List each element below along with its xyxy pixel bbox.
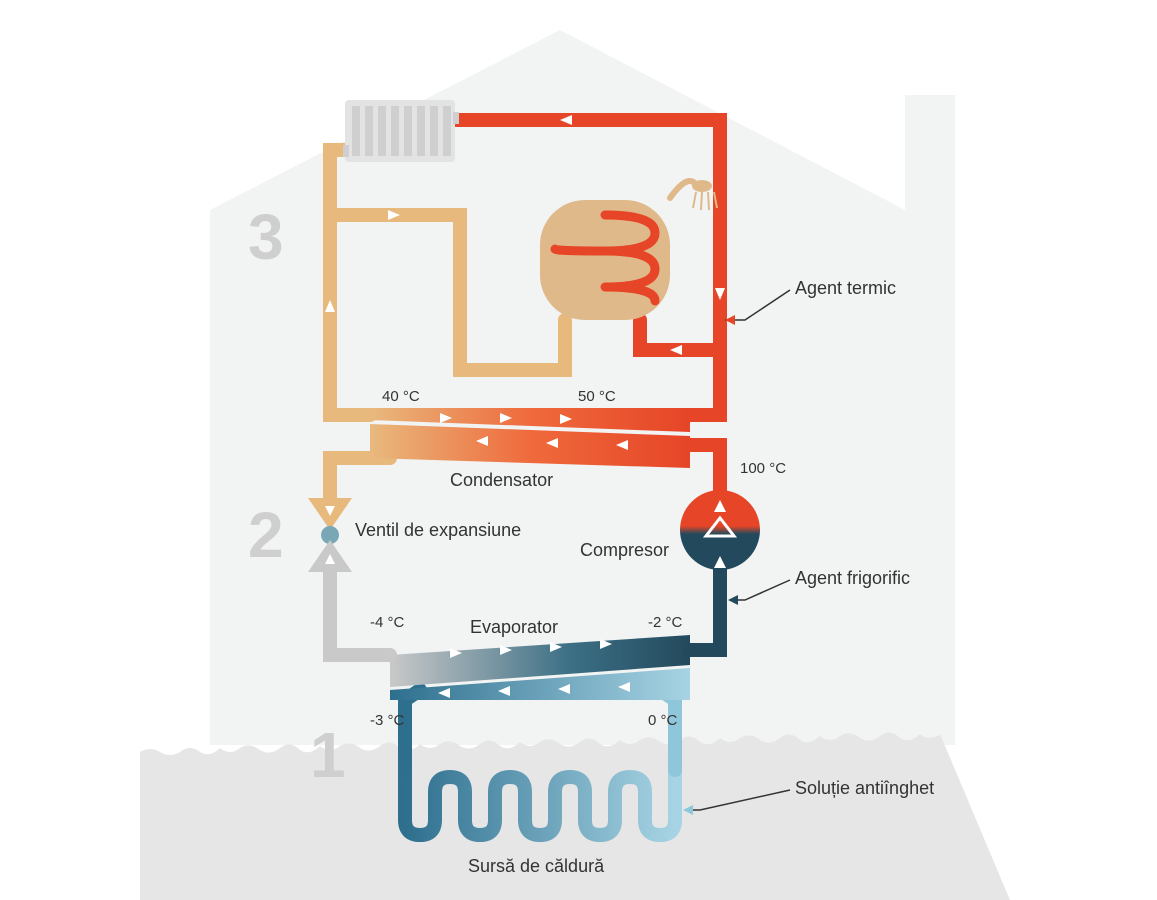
heat-return bbox=[330, 150, 370, 415]
heat-boiler-out bbox=[330, 215, 565, 370]
refrig-right-upper bbox=[690, 445, 720, 490]
refrig-left-upper bbox=[330, 458, 390, 500]
heat-boiler-in bbox=[640, 320, 720, 350]
temp-minus2: -2 °C bbox=[648, 614, 682, 631]
temp-minus4: -4 °C bbox=[370, 614, 404, 631]
hot-water-tank bbox=[540, 180, 717, 320]
refrig-right-lower bbox=[690, 560, 720, 650]
temp-40: 40 °C bbox=[382, 388, 420, 405]
label-agent-frigorific: Agent frigorific bbox=[795, 568, 910, 589]
label-compresor: Compresor bbox=[580, 540, 669, 561]
label-agent-termic: Agent termic bbox=[795, 278, 896, 299]
section-number-3: 3 bbox=[248, 200, 284, 274]
temp-0: 0 °C bbox=[648, 712, 677, 729]
brine-right-riser bbox=[660, 690, 675, 770]
temp-minus3: -3 °C bbox=[370, 712, 404, 729]
label-ventil-expansiune: Ventil de expansiune bbox=[355, 520, 521, 541]
expansion-valve bbox=[308, 498, 352, 572]
label-evaporator: Evaporator bbox=[470, 617, 558, 638]
temp-50: 50 °C bbox=[578, 388, 616, 405]
condenser-lower bbox=[370, 424, 690, 468]
brine-left-riser bbox=[405, 690, 420, 770]
section-number-1: 1 bbox=[310, 718, 346, 792]
label-condensator: Condensator bbox=[450, 470, 553, 491]
radiator bbox=[343, 100, 459, 162]
ground-coil bbox=[405, 770, 675, 835]
diagram-stage: 3 2 1 Agent termic Condensator Ventil de… bbox=[0, 0, 1157, 900]
diagram-svg bbox=[0, 0, 1157, 900]
label-solutie-antiinghet: Soluție antiînghet bbox=[795, 778, 934, 799]
temp-100: 100 °C bbox=[740, 460, 786, 477]
label-sursa-caldura: Sursă de căldură bbox=[468, 856, 604, 877]
section-number-2: 2 bbox=[248, 498, 284, 572]
